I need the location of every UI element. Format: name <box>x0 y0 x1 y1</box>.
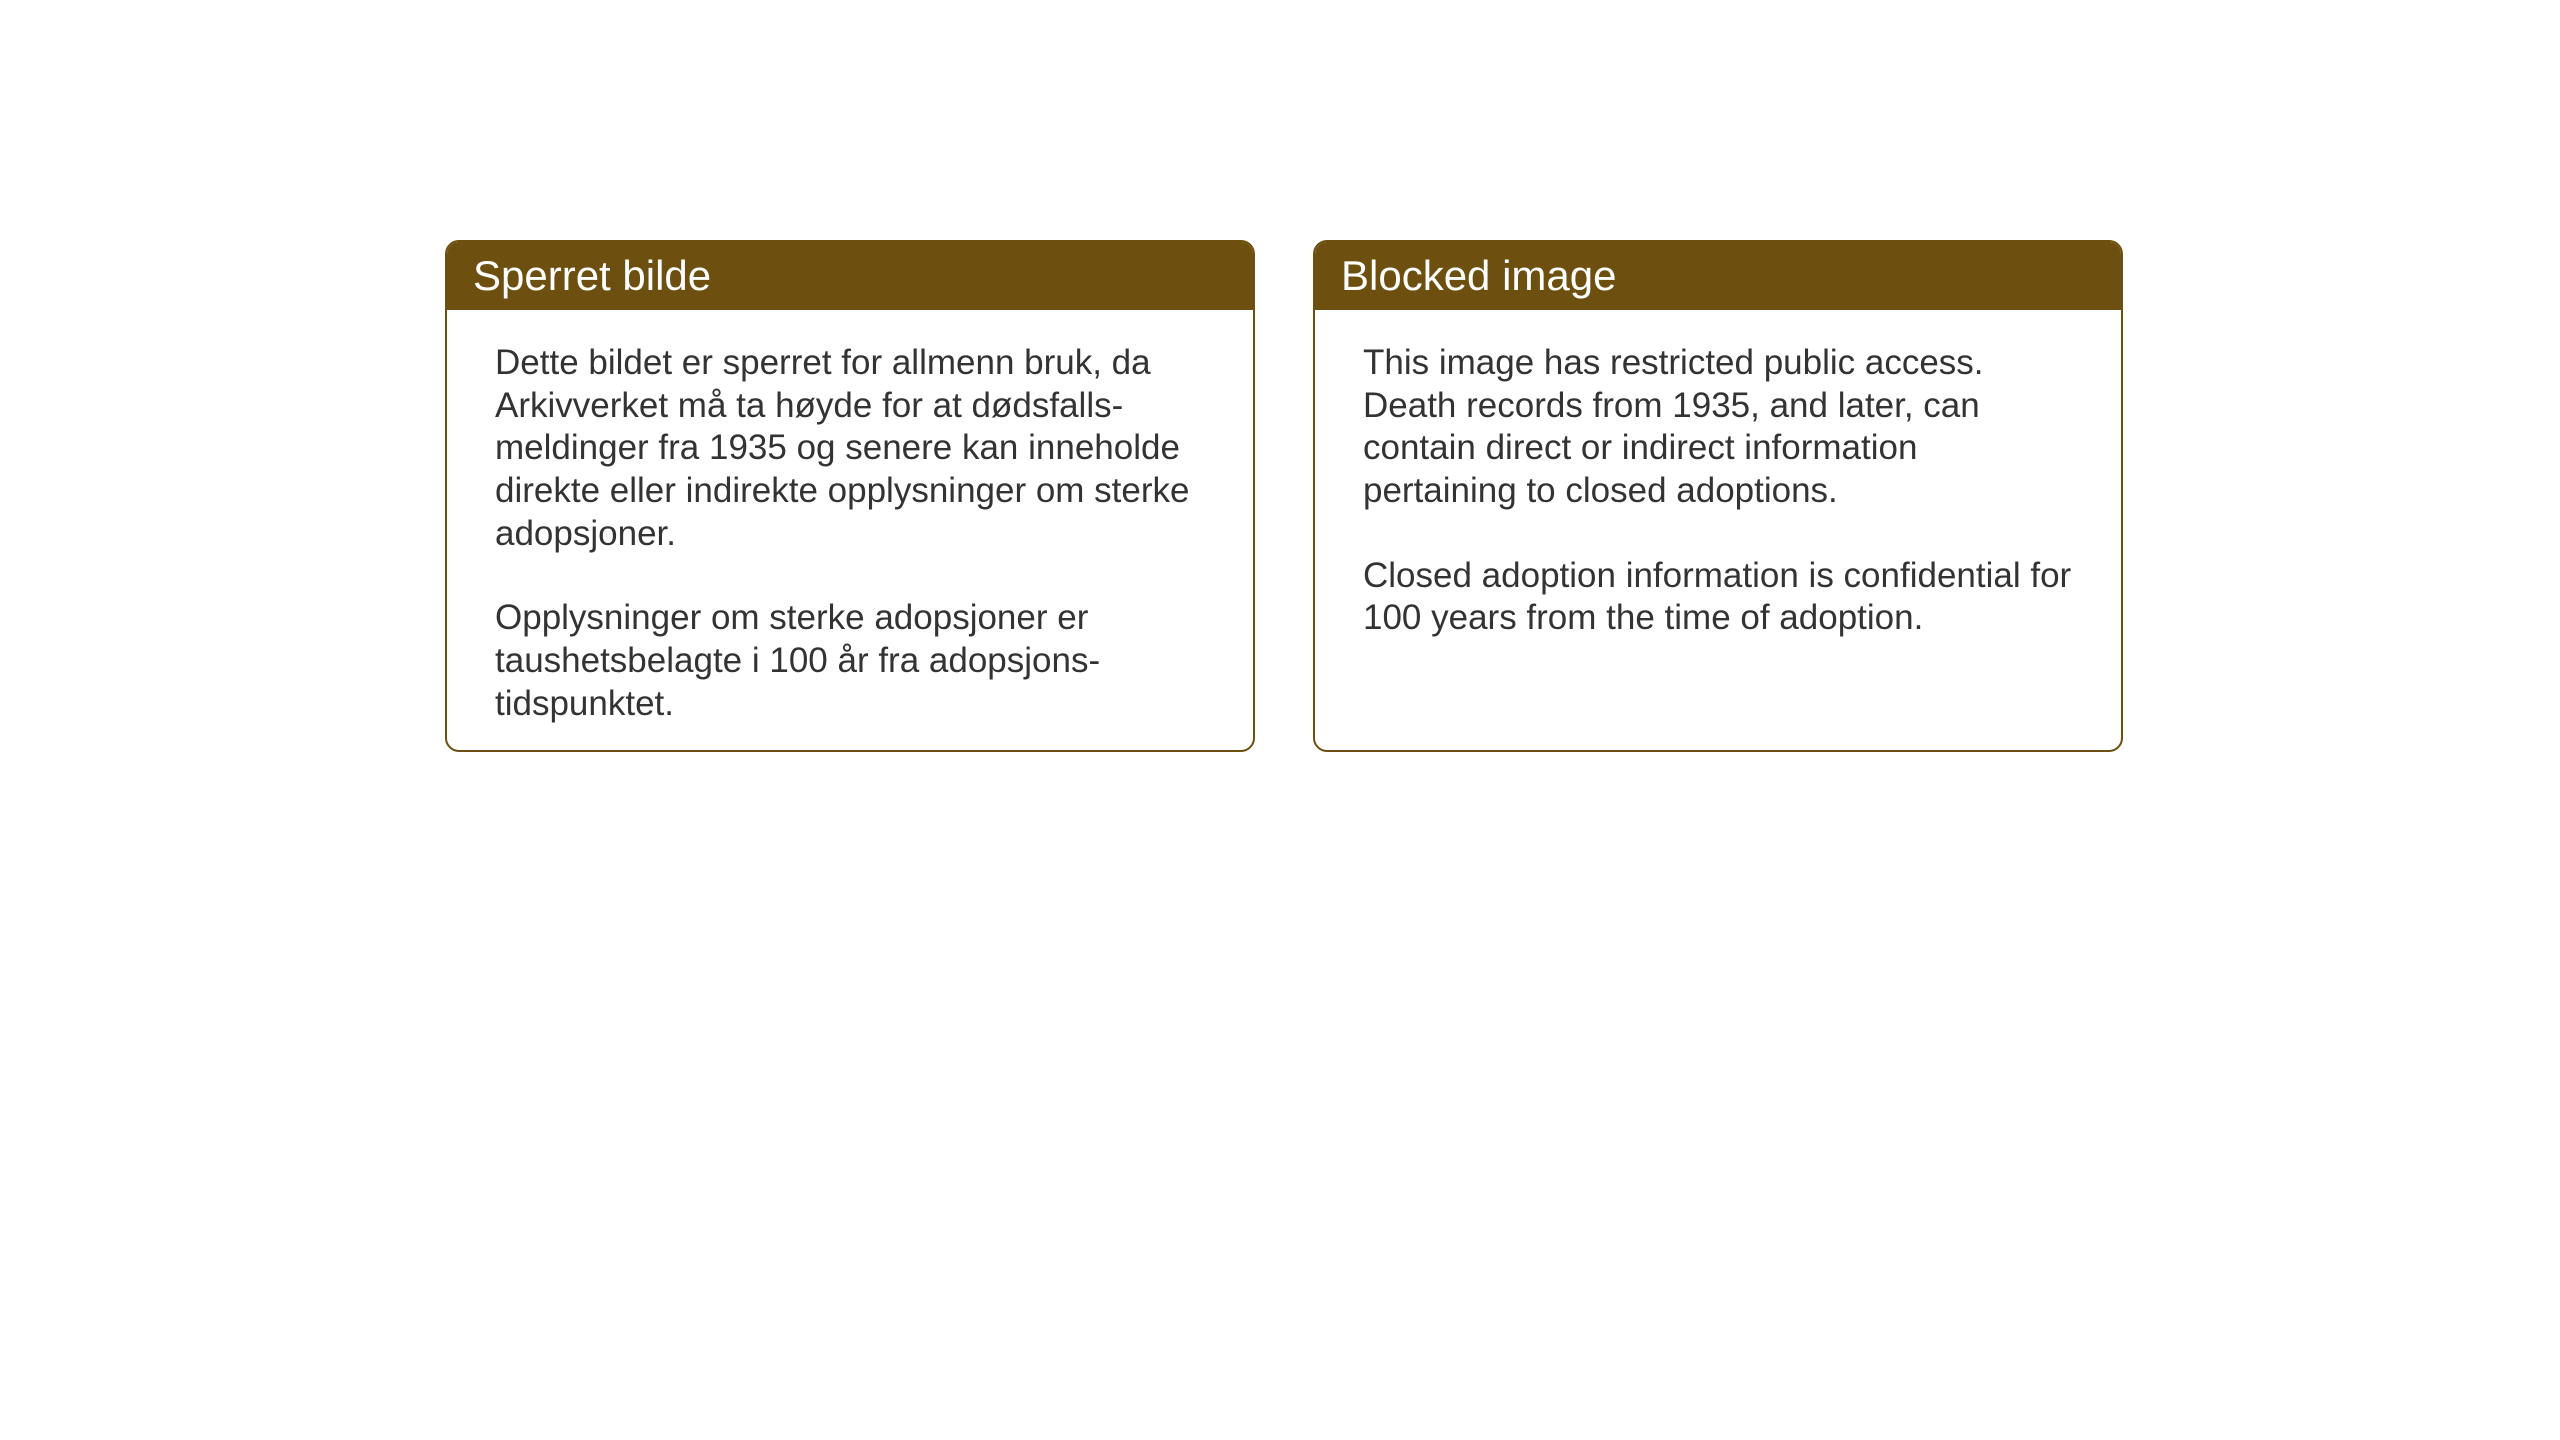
card-header-english: Blocked image <box>1315 242 2121 310</box>
card-title-norwegian: Sperret bilde <box>473 252 711 299</box>
card-body-norwegian: Dette bildet er sperret for allmenn bruk… <box>447 310 1253 752</box>
paragraph-english-2: Closed adoption information is confident… <box>1363 555 2073 640</box>
notice-card-norwegian: Sperret bilde Dette bildet er sperret fo… <box>445 240 1255 752</box>
notice-container: Sperret bilde Dette bildet er sperret fo… <box>445 240 2123 752</box>
card-header-norwegian: Sperret bilde <box>447 242 1253 310</box>
paragraph-english-1: This image has restricted public access.… <box>1363 342 2073 513</box>
paragraph-norwegian-2: Opplysninger om sterke adopsjoner er tau… <box>495 597 1205 725</box>
card-body-english: This image has restricted public access.… <box>1315 310 2121 684</box>
notice-card-english: Blocked image This image has restricted … <box>1313 240 2123 752</box>
card-title-english: Blocked image <box>1341 252 1616 299</box>
paragraph-norwegian-1: Dette bildet er sperret for allmenn bruk… <box>495 342 1205 555</box>
